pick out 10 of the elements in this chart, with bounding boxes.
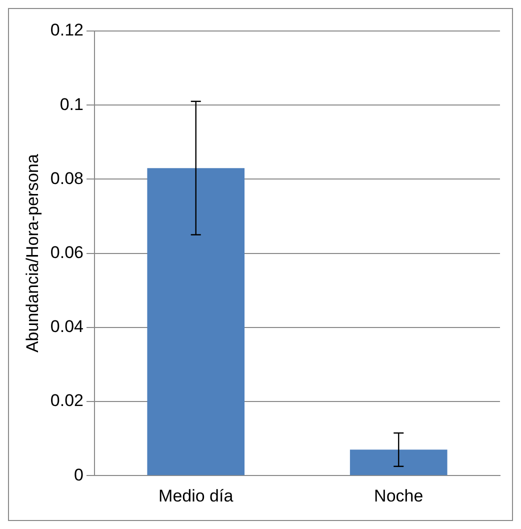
y-tick-label: 0.1	[60, 94, 84, 114]
y-axis-title: Abundancia/Hora-persona	[22, 154, 42, 353]
y-tick-label: 0.06	[50, 242, 84, 262]
y-tick-label: 0	[74, 465, 84, 484]
x-tick-label: Noche	[374, 486, 424, 506]
y-tick-label: 0.12	[50, 20, 84, 40]
y-tick-label: 0.04	[50, 317, 84, 336]
y-tick-label: 0.02	[50, 391, 84, 410]
y-tick-label: 0.08	[50, 168, 84, 188]
x-tick-label: Medio día	[158, 486, 234, 506]
